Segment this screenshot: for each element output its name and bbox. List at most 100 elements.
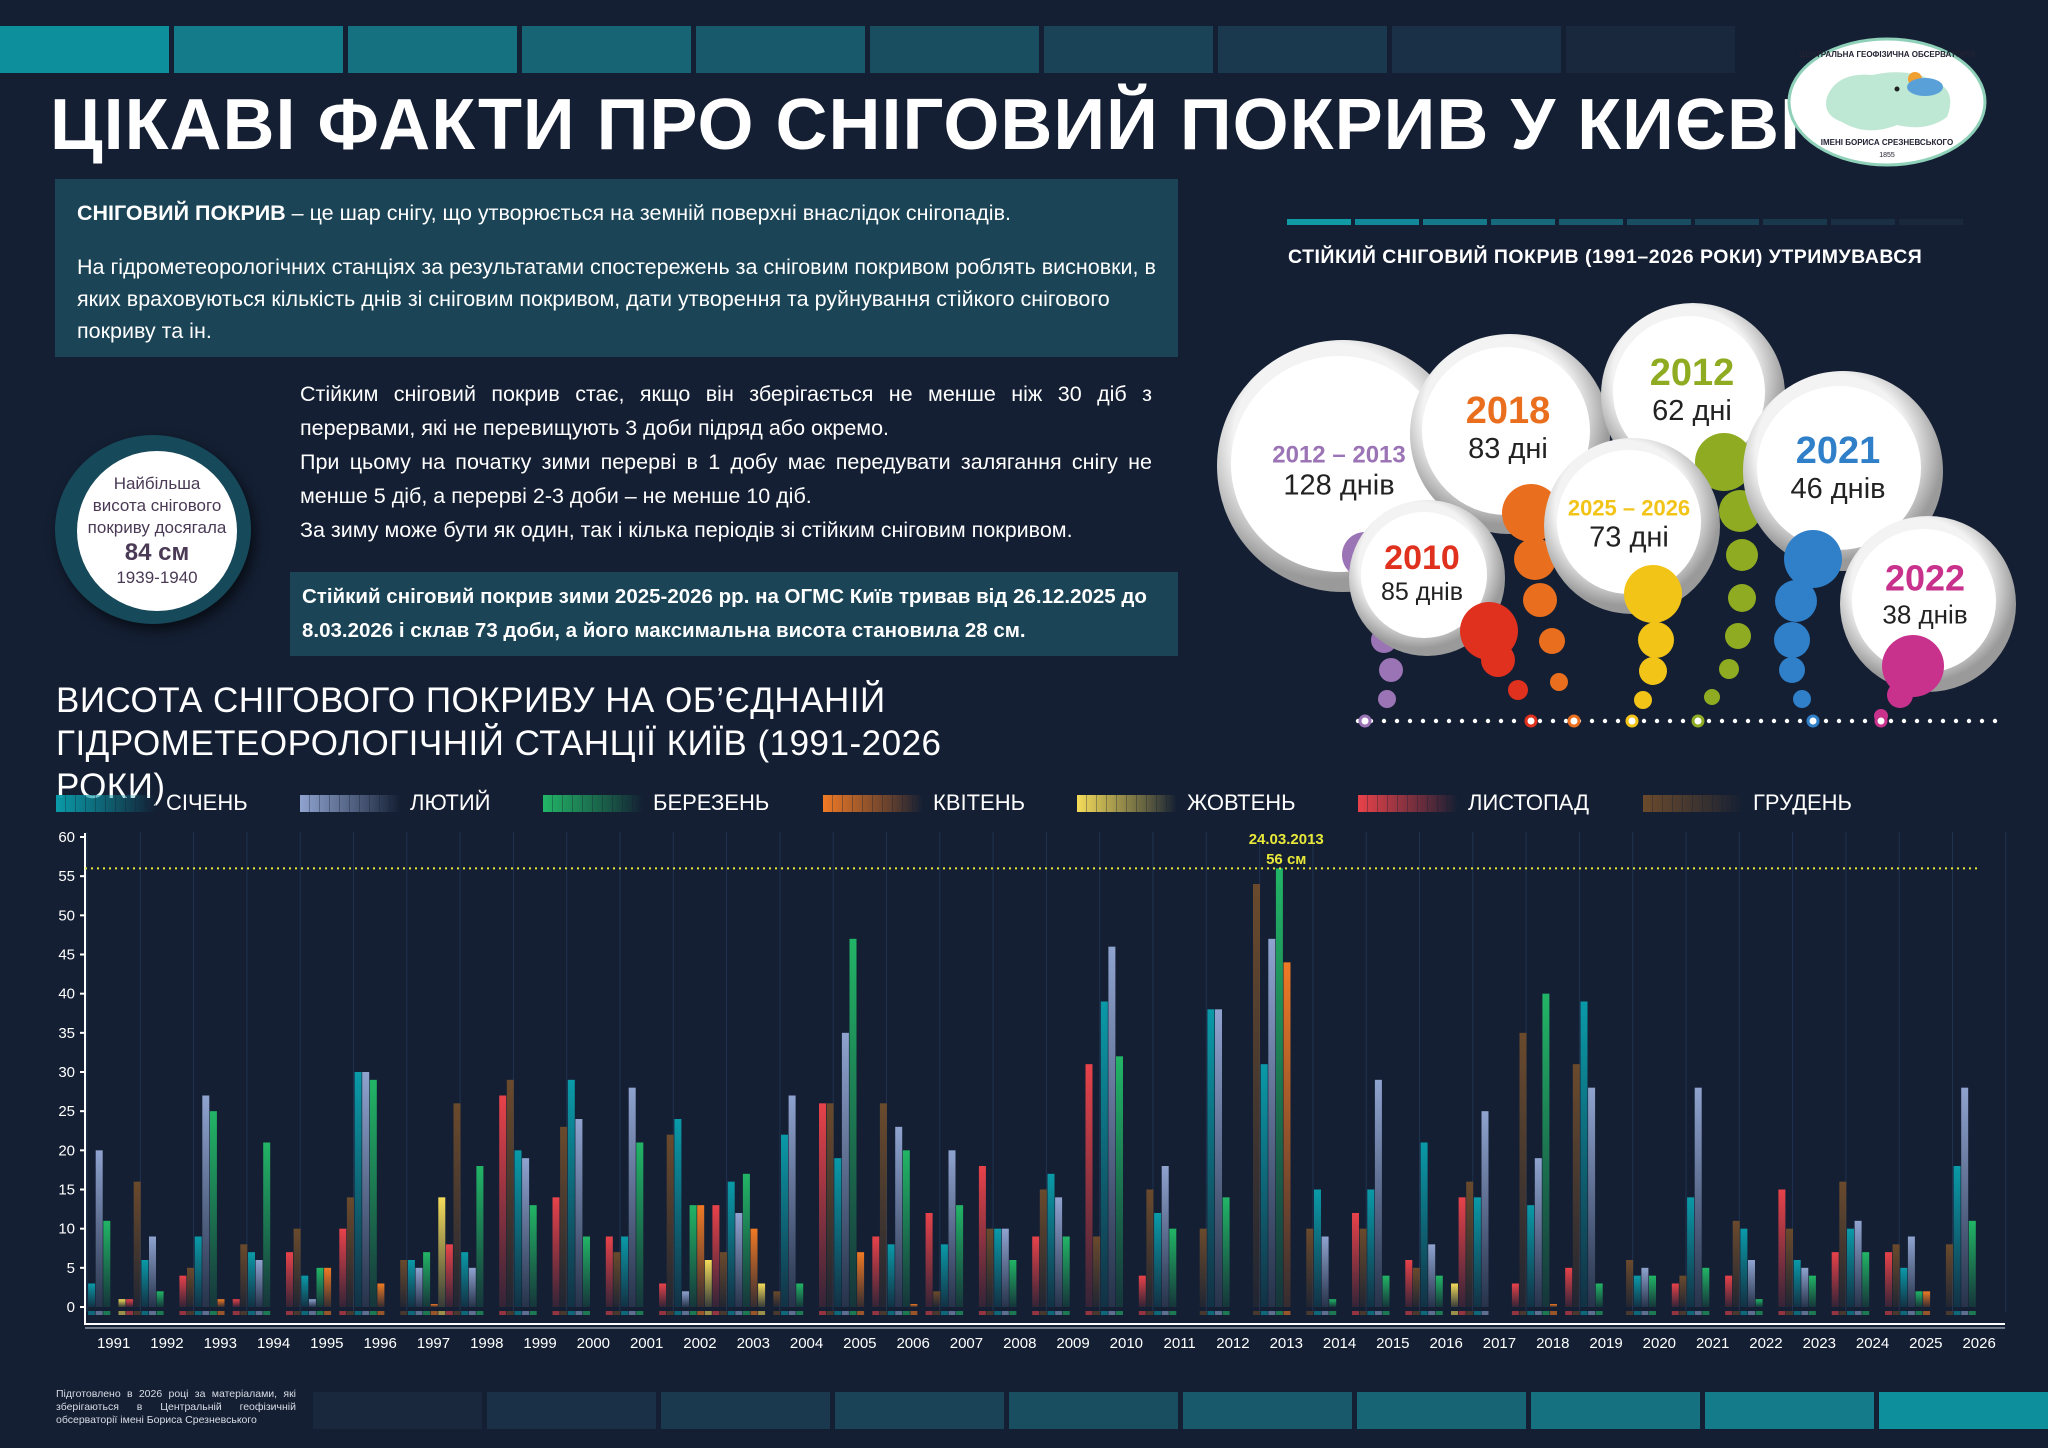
bar-base: [1945, 1311, 1953, 1315]
bar-base: [1580, 1311, 1588, 1315]
highlight-box: Стійкий сніговий покрив зими 2025-2026 р…: [290, 572, 1178, 656]
x-tick-label: 2005: [843, 1335, 876, 1352]
bar-листопад-1995: [339, 1228, 347, 1307]
bar-лютий-2008: [1001, 1228, 1009, 1307]
bar-березень-1997: [423, 1252, 431, 1307]
timeline-marker: [1625, 714, 1639, 728]
bar-березень-2020: [1649, 1275, 1656, 1307]
bar-base: [1283, 1311, 1291, 1315]
bar-base: [1565, 1311, 1573, 1315]
timeline-dot: [1615, 718, 1621, 724]
definition-text: – це шар снігу, що утворюється на земній…: [285, 201, 1011, 225]
bar-base: [1116, 1311, 1123, 1315]
bar-base: [1047, 1311, 1055, 1315]
bar-base: [841, 1311, 849, 1315]
timeline-dot: [1680, 718, 1686, 724]
bar-січень-2013: [1260, 1064, 1268, 1307]
bar-base: [133, 1311, 141, 1315]
bar-base: [1740, 1311, 1748, 1315]
y-tick-label: 60: [58, 829, 75, 846]
bar-base: [1923, 1311, 1931, 1315]
bar-грудень-2001: [666, 1134, 674, 1307]
bar-березень-1999: [529, 1205, 537, 1307]
bar-грудень-2015: [1412, 1267, 1420, 1307]
timeline-dot: [1810, 718, 1816, 724]
bar-base: [1154, 1311, 1162, 1315]
x-tick-label: 1993: [204, 1335, 237, 1352]
bar-base: [156, 1311, 164, 1315]
bar-березень-2004: [796, 1283, 804, 1307]
definition-box: СНІГОВИЙ ПОКРИВ – це шар снігу, що утвор…: [55, 179, 1178, 357]
timeline-dot: [1628, 718, 1634, 724]
rules-text: Стійким сніговий покрив стає, якщо він з…: [300, 377, 1152, 547]
bar-base: [621, 1311, 629, 1315]
bar-грудень-1999: [560, 1126, 568, 1307]
bubble-period: 2012 – 2013: [1272, 441, 1406, 469]
bar-січень-2012: [1207, 1009, 1215, 1307]
timeline-dot: [1485, 718, 1491, 724]
bubble-days: 73 дні: [1589, 521, 1669, 554]
x-tick-label: 2019: [1589, 1335, 1622, 1352]
bar-base: [506, 1311, 514, 1315]
legend-item: КВІТЕНЬ: [823, 790, 1025, 816]
bar-base: [1626, 1311, 1634, 1315]
bar-base: [1862, 1311, 1870, 1315]
bar-base: [529, 1311, 537, 1315]
bar-січень-1991: [88, 1283, 96, 1307]
bar-base: [666, 1311, 674, 1315]
bar-лютий-2011: [1161, 1166, 1169, 1307]
bar-листопад-1993: [232, 1299, 240, 1307]
x-tick-label: 2025: [1909, 1335, 1942, 1352]
bar-січень-1994: [248, 1252, 255, 1307]
legend-item: СІЧЕНЬ: [56, 790, 248, 816]
bar-base: [1527, 1311, 1535, 1315]
timeline-dot: [1537, 718, 1543, 724]
bar-березень-2012: [1222, 1197, 1230, 1307]
bar-base: [1405, 1311, 1413, 1315]
timeline-dot: [1563, 718, 1569, 724]
bar-base: [628, 1311, 636, 1315]
bar-base: [849, 1311, 857, 1315]
bar-березень-2019: [1595, 1283, 1603, 1307]
bar-січень-2011: [1154, 1213, 1162, 1307]
svg-text:ІМЕНІ БОРИСА СРЕЗНЕВСЬКОГО: ІМЕНІ БОРИСА СРЕЗНЕВСЬКОГО: [1821, 138, 1953, 147]
bar-base: [819, 1311, 826, 1315]
bar-квітень-2013: [1283, 962, 1291, 1307]
bar-base: [560, 1311, 568, 1315]
bar-base: [1907, 1311, 1915, 1315]
timeline-dot: [1771, 718, 1777, 724]
bar-лютий-1995: [308, 1299, 316, 1307]
timeline-dot: [1888, 718, 1894, 724]
bar-листопад-1997: [445, 1244, 453, 1307]
bar-base: [1572, 1311, 1580, 1315]
timeline-dot: [1511, 718, 1517, 724]
y-tick-label: 50: [58, 907, 75, 924]
bar-березень-2008: [1009, 1260, 1017, 1307]
bar-base: [583, 1311, 590, 1315]
bar-base: [354, 1311, 362, 1315]
bar-лютий-2026: [1961, 1087, 1969, 1307]
bar-base: [1275, 1311, 1283, 1315]
bar-base: [346, 1311, 354, 1315]
bar-січень-2007: [940, 1244, 948, 1307]
y-tick-label: 35: [58, 1025, 75, 1042]
bar-жовтень-2016: [1451, 1283, 1458, 1307]
bar-квітень-1995: [324, 1267, 332, 1307]
bar-березень-1998: [476, 1166, 484, 1307]
bar-base: [118, 1311, 126, 1315]
timeline-dot: [1407, 718, 1413, 724]
bubble-2025-2026: [1544, 438, 1720, 709]
bar-лютий-2022: [1748, 1260, 1755, 1307]
timeline-dot: [1901, 718, 1907, 724]
bar-base: [202, 1311, 210, 1315]
bar-січень-1996: [354, 1072, 362, 1307]
legend-item: ЛЮТИЙ: [300, 790, 491, 816]
bar-січень-2004: [781, 1134, 788, 1307]
timeline-dot: [1979, 718, 1985, 724]
bubble-period: 2021: [1795, 430, 1881, 472]
bar-грудень-1998: [506, 1079, 514, 1307]
annotation-date: 24.03.2013: [1249, 831, 1324, 848]
legend-item: ГРУДЕНЬ: [1643, 790, 1852, 816]
bar-грудень-2019: [1626, 1260, 1634, 1307]
bar-base: [1542, 1311, 1550, 1315]
